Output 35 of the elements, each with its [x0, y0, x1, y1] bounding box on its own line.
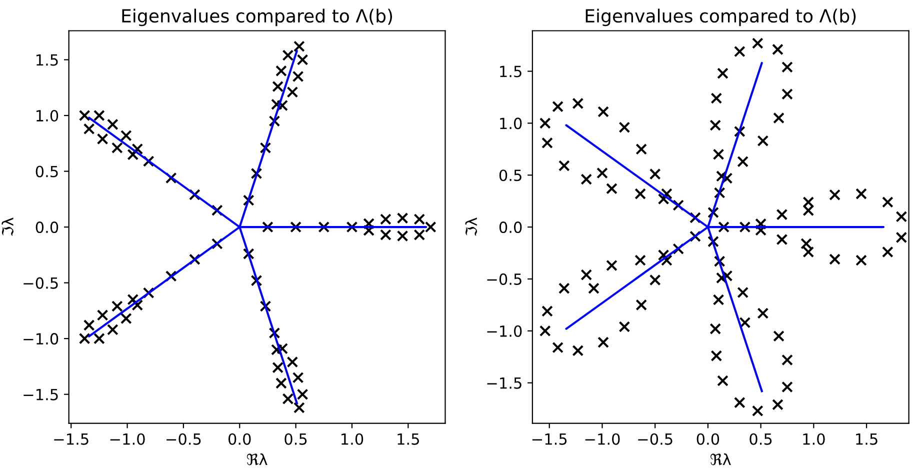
x-tick-label: 1.0 — [342, 433, 364, 445]
y-tick-label: 1.5 — [36, 54, 58, 66]
y-tick-label: 0.0 — [499, 222, 522, 234]
y-tick-label: −1.0 — [24, 333, 58, 345]
y-axis-title: ℑλ — [2, 218, 14, 236]
line-series — [565, 62, 884, 392]
x-tick-label: 0.0 — [228, 433, 251, 445]
chart-title: Eigenvalues compared to Λ(b) — [586, 8, 856, 26]
y-tick-label: −1.5 — [487, 377, 522, 389]
y-axis-title: ℑλ — [465, 218, 478, 236]
x-tick-label: −1.5 — [54, 434, 88, 445]
x-tick-label: −0.5 — [166, 433, 201, 445]
x-tick-label: −1.0 — [585, 433, 620, 445]
x-tick-label: 0.5 — [284, 433, 307, 445]
y-tick-label: −0.5 — [24, 277, 58, 289]
x-tick-label: 1.5 — [856, 434, 878, 445]
x-tick-label: 0.5 — [750, 433, 772, 445]
x-axis-title: ℜλ — [710, 453, 731, 466]
y-tick-label: 0.5 — [499, 170, 522, 182]
y-tick-label: −1.5 — [24, 389, 58, 400]
x-tick-label: −1.5 — [532, 434, 567, 445]
x-tick-label: −1.0 — [110, 433, 145, 445]
y-tick-label: 1.5 — [500, 66, 522, 78]
x-tick-label: 1.5 — [398, 434, 419, 445]
y-tick-label: −0.5 — [487, 273, 522, 285]
y-tick-label: 0.0 — [36, 222, 58, 234]
x-tick-label: 1.0 — [803, 433, 825, 445]
y-tick-label: 1.0 — [500, 118, 522, 130]
x-tick-label: 0.0 — [696, 433, 720, 445]
y-tick-label: 1.0 — [36, 110, 58, 122]
x-tick-label: −0.5 — [638, 433, 672, 445]
chart-title: Eigenvalues compared to Λ(b) — [122, 8, 392, 26]
y-tick-label: 0.5 — [36, 166, 58, 178]
x-axis-title: ℜλ — [246, 453, 268, 466]
y-tick-label: −1.0 — [487, 325, 522, 337]
